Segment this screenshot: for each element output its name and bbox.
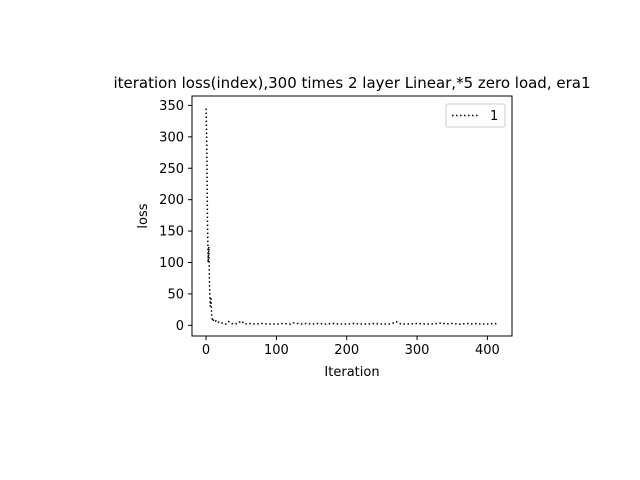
x-tick-label: 0 (202, 343, 210, 358)
x-tick-label: 400 (475, 343, 500, 358)
y-tick-label: 300 (159, 130, 184, 145)
y-tick-label: 50 (167, 287, 184, 302)
y-tick-label: 350 (159, 99, 184, 114)
chart-title: iteration loss(index),300 times 2 layer … (113, 74, 590, 92)
x-axis: 0 100 200 300 400 (202, 336, 500, 358)
plot-frame (191, 95, 513, 337)
y-tick-label: 100 (159, 256, 184, 271)
y-tick-label: 0 (176, 319, 184, 334)
x-axis-label: Iteration (324, 365, 379, 380)
x-tick-label: 300 (405, 343, 430, 358)
legend-box (445, 103, 506, 128)
legend: 1 (445, 103, 506, 128)
legend-label: 1 (490, 109, 498, 124)
x-tick-label: 200 (334, 343, 359, 358)
y-tick-label: 150 (159, 225, 184, 240)
y-tick-label: 250 (159, 162, 184, 177)
x-tick-label: 100 (264, 343, 289, 358)
y-tick-label: 200 (159, 193, 184, 208)
y-axis: 0 50 100 150 200 250 300 350 (159, 99, 192, 334)
y-axis-label: loss (136, 203, 151, 228)
